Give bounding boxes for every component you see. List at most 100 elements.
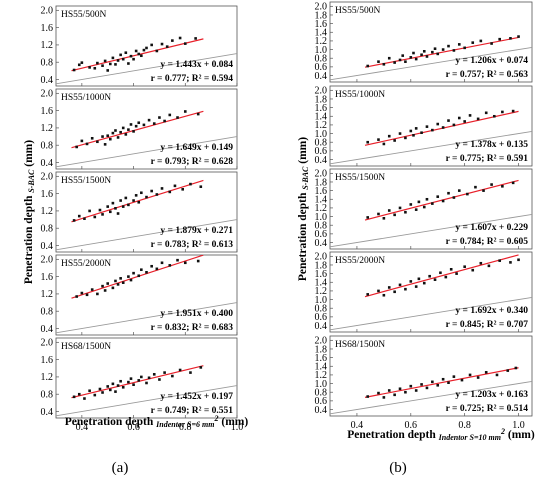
y-tick-label: 0.8 [41,58,54,69]
reference-line [330,213,532,248]
x-tick-label: 1.0 [231,422,244,433]
data-point [124,196,128,200]
data-point [72,395,76,399]
y-axis-label-unit: (mm) [23,140,35,170]
data-point [119,379,122,383]
data-point [377,212,380,216]
data-point [457,189,461,192]
regression-equation: y = 1.452x + 0.197 [160,392,233,402]
y-tick-label: 0.4 [315,321,328,332]
y-tick-label: 0.8 [41,141,54,152]
data-point [189,371,192,374]
data-point [109,388,112,392]
data-point [501,110,504,114]
y-tick-label: 2.0 [41,338,54,349]
data-point [155,267,159,271]
data-point [129,54,133,58]
data-point [433,47,437,51]
data-point [420,383,423,386]
data-point [393,139,396,142]
data-point [387,389,391,392]
data-point [176,116,179,119]
data-point [517,258,520,262]
data-point [492,114,496,118]
data-point [393,290,396,294]
y-tick-label: 0.4 [41,158,54,169]
data-point [398,283,402,287]
panel-hs55-1500n: 0.40.60.81.01.21.41.61.82.0 HS55/1500N y =… [315,168,533,250]
regression-equation: y = 1.206x + 0.074 [455,56,528,66]
data-point [514,366,518,370]
data-point [116,212,120,215]
panel-hs55-1500n: 0.4 0.8 1.2 1.6 2.0 HS55/1500N y = 1.879x + 0.… [41,171,238,253]
y-axis-label-main: Penetration depth [297,190,309,281]
panel-title: HS55/2000N [335,256,385,266]
y-tick-label: 1.8 [315,260,328,271]
reference-line [330,296,532,331]
data-point [471,41,475,44]
data-point [114,63,117,66]
data-point [116,136,120,139]
data-point [114,129,117,132]
data-point [377,138,380,141]
y-tick-label: 0.8 [315,388,328,399]
data-point [398,206,402,210]
y-tick-label: 2.0 [315,252,328,263]
data-point [398,132,402,135]
data-point [96,292,99,296]
panel-hs55-500n: 0.4 0.8 1.2 1.6 2.0 HS55/500N y = 1.443x + 0.0… [41,5,238,87]
data-point [441,48,445,51]
data-point [431,380,434,384]
data-point [142,123,146,127]
panel-frame [55,5,238,87]
regression-equation: y = 1.203x + 0.163 [455,390,528,400]
y-tick-label: 1.4 [315,278,328,289]
data-point [132,199,135,202]
data-point [474,185,477,189]
data-point [121,385,125,389]
reference-line [56,302,237,334]
data-point [476,376,480,379]
data-point [409,129,413,133]
panel-title: HS68/1500N [335,340,385,350]
figure-caption: (b) [389,460,407,476]
data-point [436,383,440,387]
panel-hs55-2000n: 0.40.60.81.01.21.41.61.82.0 HS55/2000N y =… [315,251,533,333]
data-point [93,393,97,397]
y-tick-label: 1.6 [315,103,328,114]
data-point [366,395,370,398]
data-point [111,131,115,135]
data-point [382,62,386,66]
data-point [116,59,120,62]
data-point [509,37,512,40]
data-point [129,123,133,126]
data-point [111,382,115,386]
regression-stats: r = 0.725; R² = 0.514 [446,404,529,414]
y-tick-label: 0.8 [41,390,54,401]
y-tick-label: 0.4 [315,238,328,249]
data-point [509,261,512,264]
data-point [103,143,107,146]
data-point [199,185,203,189]
data-point [189,182,192,186]
y-tick-label: 0.4 [41,241,54,252]
data-point [101,213,104,216]
reference-line [56,385,237,417]
y-tick-label: 0.8 [41,224,54,235]
y-tick-label: 1.0 [315,295,328,306]
regression-stats: r = 0.757; R² = 0.563 [446,70,529,80]
reference-line [330,46,532,81]
regression-equation: y = 1.649x + 0.149 [160,143,233,153]
data-point [452,196,456,199]
y-tick-label: 2.0 [315,86,328,97]
data-point [127,275,130,278]
y-tick-label: 2.0 [41,172,54,183]
panel-frame [329,1,533,83]
data-point [382,293,386,297]
data-point [517,35,520,38]
data-point [428,274,431,278]
data-point [134,49,138,53]
data-point [417,277,421,281]
reference-line [330,380,532,415]
